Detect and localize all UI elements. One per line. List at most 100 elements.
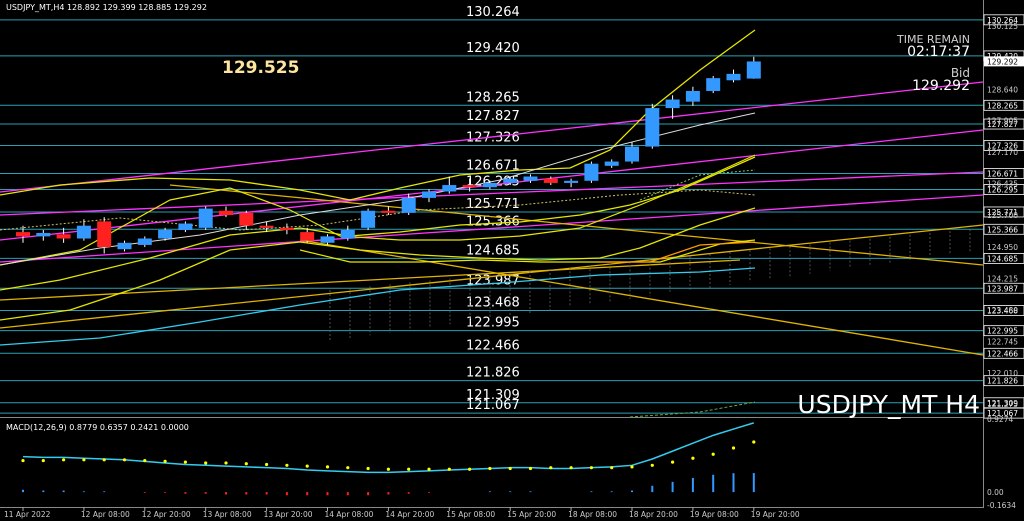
level-label: 127.326 — [466, 130, 520, 145]
price-axis-label: 127.905 — [987, 117, 1018, 126]
macd-signal-dot — [244, 462, 248, 466]
level-price-tag — [983, 325, 1024, 337]
candle-bull — [178, 223, 193, 230]
macd-signal-dot — [122, 458, 127, 462]
candle-bear — [543, 178, 558, 183]
macd-signal-dot — [650, 463, 654, 467]
candle-bear — [462, 185, 477, 188]
macd-signal-dot — [346, 466, 350, 470]
price-axis-label: 123.480 — [987, 306, 1018, 315]
level-price-tag-text: 128.265 — [987, 101, 1018, 110]
level-price-tag — [983, 253, 1024, 264]
macd-signal-dot — [610, 466, 614, 470]
level-label: 124.685 — [466, 243, 520, 258]
orange-trendline — [0, 224, 984, 329]
big-price-label: 129.525 — [222, 58, 300, 78]
candle-bull — [36, 232, 51, 237]
candle-bull — [482, 182, 497, 188]
level-price-tag — [983, 140, 1024, 151]
level-label: 128.265 — [466, 90, 520, 105]
candle-bull — [665, 99, 680, 109]
macd-signal-dot — [752, 440, 756, 444]
price-axis-label: 122.745 — [987, 337, 1018, 346]
time-remain-label: TIME REMAIN — [897, 33, 970, 46]
level-price-tag — [983, 407, 1024, 419]
dotted-ma — [0, 189, 756, 231]
moving-averages — [0, 29, 756, 418]
candles — [16, 56, 761, 254]
macd-signal-dot — [528, 466, 533, 471]
level-label: 121.309 — [466, 388, 520, 403]
candle-bear — [239, 212, 254, 226]
macd-signal-dot — [102, 458, 106, 462]
price-axis-label: 121.275 — [987, 400, 1018, 409]
price-axis-label: 124.215 — [987, 275, 1018, 284]
macd-axis-label: 0.9274 — [987, 415, 1013, 424]
symbol-watermark: USDJPY_MT H4 — [797, 390, 980, 419]
price-axis-label: 127.170 — [987, 148, 1018, 157]
candle-bull — [76, 225, 91, 239]
level-price-tag-text: 121.067 — [987, 409, 1018, 418]
candle-bear — [97, 221, 112, 248]
macd-signal-dot — [468, 467, 472, 471]
candle-bull — [422, 191, 436, 198]
level-price-tag-text: 127.326 — [987, 141, 1018, 150]
candle-bull — [706, 78, 721, 91]
candle-bull — [117, 242, 132, 250]
candle-bull — [158, 229, 173, 239]
orange-trendline — [169, 184, 984, 266]
level-label: 129.420 — [466, 41, 520, 56]
level-label: 125.771 — [466, 197, 520, 212]
candle-bull — [198, 208, 213, 228]
orange-trendline — [0, 259, 741, 301]
level-label: 122.995 — [466, 316, 520, 331]
level-label: 126.671 — [466, 158, 520, 173]
price-axis-label: 122.010 — [987, 369, 1018, 378]
macd-signal-dot — [386, 467, 390, 471]
level-label: 127.827 — [466, 109, 520, 124]
candle-bear — [300, 232, 315, 241]
time-axis-label: 18 Apr 08:00 — [568, 510, 617, 519]
magenta-trendline — [0, 194, 984, 263]
time-axis-label: 14 Apr 20:00 — [385, 510, 434, 519]
macd-info: MACD(12,26,9) 0.8779 0.6357 0.2421 0.000… — [6, 423, 189, 432]
candle-bull — [340, 229, 355, 239]
macd-signal-dot — [183, 460, 187, 464]
level-price-tag-text: 123.987 — [987, 284, 1018, 293]
price-axis-label: 126.435 — [987, 180, 1018, 189]
macd-signal-dot — [163, 459, 167, 463]
candle-bull — [584, 163, 599, 181]
current-price-tag — [984, 56, 1024, 67]
macd-signal-dot — [630, 465, 634, 469]
level-price-tag — [983, 168, 1024, 179]
time-axis: 11 Apr 2022 12 Apr 08:00 12 Apr 20:00 13 Ap… — [4, 507, 800, 519]
time-axis-label: 19 Apr 08:00 — [690, 510, 739, 519]
level-label: 123.468 — [466, 295, 520, 310]
macd-signal-dot — [691, 456, 695, 460]
trendlines — [0, 81, 984, 356]
level-price-tag-text: 124.685 — [987, 254, 1018, 263]
macd-signal-dot — [204, 461, 208, 465]
level-price-tag — [983, 206, 1024, 218]
current-price-text: 129.292 — [987, 57, 1018, 66]
macd-signal-dot — [569, 466, 573, 470]
level-label: 130.264 — [466, 5, 520, 20]
macd-signal-dot — [305, 464, 309, 468]
upper-band — [0, 29, 756, 201]
price-axis-label: 125.700 — [987, 211, 1018, 220]
level-price-tag-text: 123.468 — [987, 306, 1018, 315]
level-price-tag — [983, 305, 1024, 316]
symbol-info: USDJPY_MT,H4 128.892 129.399 128.885 129… — [6, 3, 207, 12]
candle-bull — [361, 210, 376, 228]
green-dash-line — [629, 401, 756, 418]
level-price-tag — [983, 99, 1024, 111]
candle-bull — [320, 236, 335, 243]
price-axis-label: 124.950 — [987, 243, 1018, 252]
candle-bull — [442, 185, 457, 192]
level-price-tag-text: 122.466 — [987, 349, 1018, 358]
white-ma — [0, 112, 756, 266]
time-axis-label: 11 Apr 2022 — [4, 510, 51, 519]
level-price-tag-text: 126.295 — [987, 186, 1018, 195]
level-label: 121.067 — [466, 398, 520, 413]
